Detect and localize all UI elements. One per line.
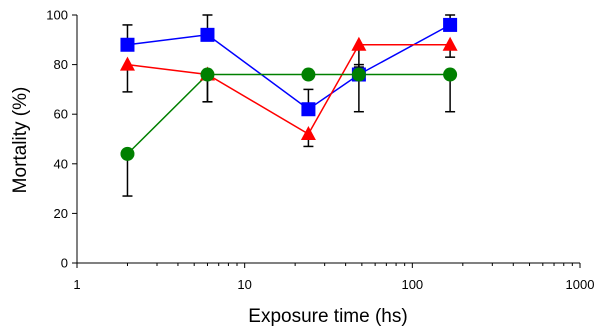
- blue-square-marker: [301, 102, 316, 117]
- green-circle-marker: [120, 146, 135, 161]
- y-axis: 0 20 40 60 80 100: [46, 8, 78, 271]
- blue-square-marker: [200, 27, 215, 42]
- red-triangle-marker: [351, 36, 367, 51]
- x-ticks: 1 10 100 1000: [73, 263, 594, 292]
- x-tick-label: 10: [237, 277, 251, 292]
- green-circle-marker: [443, 67, 458, 82]
- y-tick-label: 60: [54, 107, 68, 122]
- green-circle-marker: [351, 67, 366, 82]
- y-tick-label: 20: [54, 206, 68, 221]
- x-tick-label: 1000: [566, 277, 595, 292]
- y-tick-label: 80: [54, 57, 68, 72]
- red-triangle-marker: [442, 36, 458, 51]
- blue-square-marker: [443, 17, 458, 32]
- y-axis-title: Mortality (%): [10, 87, 31, 194]
- y-tick-label: 40: [54, 156, 68, 171]
- red-triangle-marker: [119, 56, 135, 71]
- x-tick-label: 100: [401, 277, 423, 292]
- series-line: [126, 73, 451, 155]
- x-axis: 1 10 100 1000: [73, 262, 594, 292]
- red-triangle-marker: [300, 126, 316, 141]
- green-circle-marker: [301, 67, 316, 82]
- series-line: [127, 24, 451, 111]
- error-bars: [122, 14, 456, 197]
- y-tick-label: 0: [61, 256, 68, 271]
- green-circle-marker: [200, 67, 215, 82]
- series-line: [127, 44, 451, 136]
- x-tick-label: 1: [73, 277, 80, 292]
- series-lines: [126, 24, 451, 155]
- series-markers: [119, 17, 458, 161]
- blue-square-marker: [120, 37, 135, 52]
- x-axis-title: Exposure time (hs): [248, 306, 407, 327]
- y-tick-label: 100: [46, 8, 68, 23]
- y-ticks: 0 20 40 60 80 100: [46, 8, 77, 271]
